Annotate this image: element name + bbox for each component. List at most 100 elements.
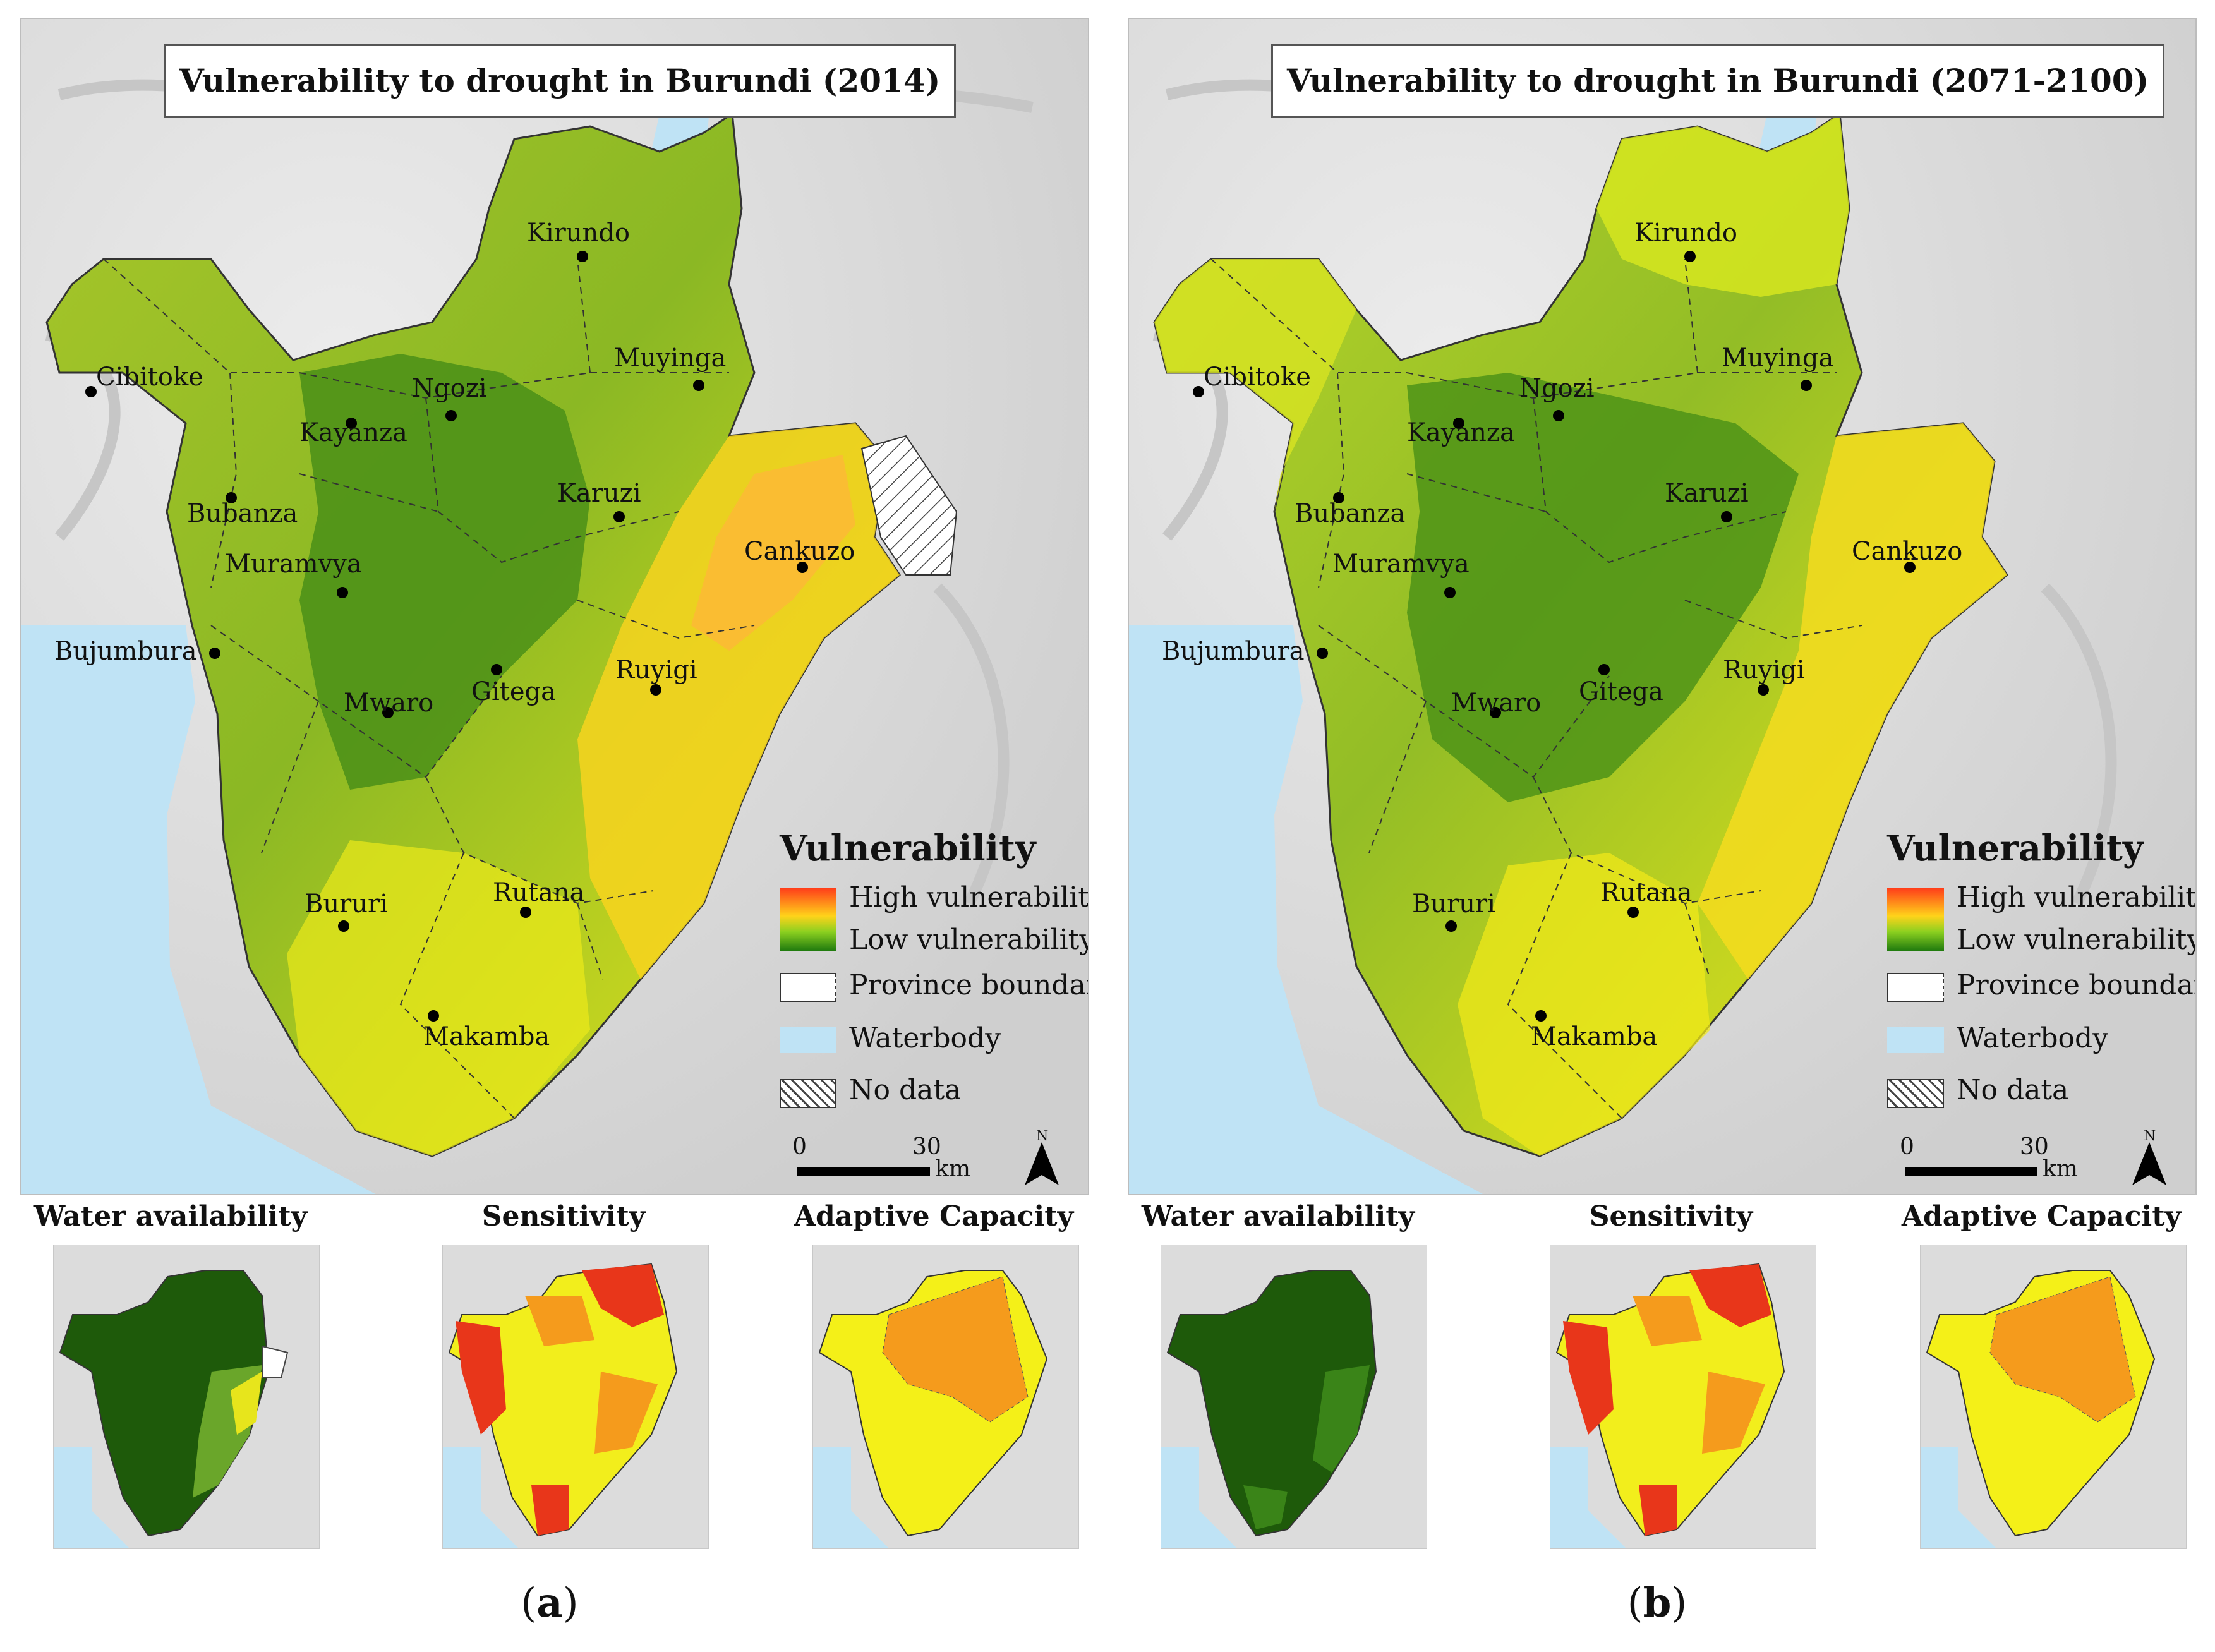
city-label-karuzi: Karuzi <box>557 479 641 508</box>
legend-nodata-label: No data <box>1957 1074 2069 1106</box>
city-label-kirundo: Kirundo <box>1634 219 1737 248</box>
province-boundaries <box>103 258 755 1119</box>
city-dot-bubanza <box>226 492 237 503</box>
city-dot-karuzi <box>613 511 625 522</box>
inset-title-water-b: Water availability <box>1141 1200 1415 1233</box>
legend-boundary-swatch <box>1887 973 1944 1002</box>
city-label-rutana: Rutana <box>493 878 584 907</box>
city-dot-muyinga <box>1801 380 1812 391</box>
city-label-cibitoke: Cibitoke <box>1204 363 1311 392</box>
city-dot-makamba <box>1535 1010 1547 1022</box>
city-dot-muyinga <box>693 380 704 391</box>
province-boundaries <box>1210 258 1862 1119</box>
scale-bar <box>797 1167 930 1176</box>
legend-nodata-label: No data <box>849 1074 962 1106</box>
lake-tanganyika <box>1129 625 1483 1194</box>
city-label-mwaro: Mwaro <box>1451 689 1541 718</box>
inset-map-water-a <box>53 1245 320 1549</box>
map-svg-b: Kirundo Cibitoke Ngozi Muyinga Kayanza B… <box>1129 19 2195 1194</box>
city-label-muyinga: Muyinga <box>614 344 726 373</box>
legend-boundary-label: Province boundary <box>849 969 1089 1001</box>
legend-high-label: High vulnerability <box>849 881 1089 913</box>
scale-unit: km <box>935 1156 970 1182</box>
north-arrow: N <box>2127 1128 2171 1188</box>
city-dot-gitega <box>1598 664 1610 675</box>
city-label-bubanza: Bubanza <box>1295 499 1405 528</box>
city-dot-rutana <box>1627 907 1639 918</box>
inset-map-water-b <box>1161 1245 1427 1549</box>
legend-nodata-swatch <box>780 1079 836 1108</box>
south-yellow-zone <box>1458 853 1710 1156</box>
city-label-cibitoke: Cibitoke <box>96 363 203 392</box>
legend-waterbody-label: Waterbody <box>849 1022 1001 1054</box>
main-map-b: Kirundo Cibitoke Ngozi Muyinga Kayanza B… <box>1128 18 2197 1195</box>
legend-boundary-label: Province boundary <box>1957 969 2197 1001</box>
city-label-bubanza: Bubanza <box>187 499 298 528</box>
city-label-muyinga: Muyinga <box>1722 344 1833 373</box>
inset-map-sensitivity-a <box>442 1245 709 1549</box>
city-dot-kayanza <box>1453 418 1464 429</box>
city-dot-kirundo <box>1684 251 1696 262</box>
city-dot-cibitoke <box>85 386 97 397</box>
city-label-kayanza: Kayanza <box>1407 418 1515 447</box>
city-label-bujumbura: Bujumbura <box>1162 637 1305 666</box>
city-label-rutana: Rutana <box>1600 878 1692 907</box>
city-markers-b: Kirundo Cibitoke Ngozi Muyinga Kayanza B… <box>1162 219 1962 1051</box>
city-label-ruyigi: Ruyigi <box>615 656 697 685</box>
city-markers-a: Kirundo Cibitoke Ngozi Muyinga Kayanza B… <box>54 219 855 1051</box>
panel-letter-a: (a) <box>521 1579 579 1627</box>
city-dot-cibitoke <box>1193 386 1204 397</box>
north-arrow: N <box>1020 1128 1064 1188</box>
central-green-zone <box>299 354 590 790</box>
legend-a: Vulnerability High vulnerability Low vul… <box>754 815 1088 1194</box>
city-dot-ruyigi <box>650 684 661 696</box>
scale-unit: km <box>2043 1156 2078 1182</box>
city-dot-cankuzo <box>797 562 808 573</box>
city-label-ruyigi: Ruyigi <box>1723 656 1805 685</box>
city-dot-ngozi <box>445 410 457 421</box>
south-yellow-zone <box>287 840 590 1156</box>
city-dot-ngozi <box>1553 410 1564 421</box>
city-label-bujumbura: Bujumbura <box>54 637 197 666</box>
city-label-bururi: Bururi <box>305 889 388 919</box>
city-dot-mwaro <box>382 707 394 718</box>
legend-waterbody-label: Waterbody <box>1957 1022 2109 1054</box>
legend-waterbody-swatch <box>780 1027 836 1053</box>
inset-map-sensitivity-b <box>1550 1245 1816 1549</box>
scale-start: 0 <box>792 1134 807 1160</box>
city-dot-cankuzo <box>1904 562 1916 573</box>
legend-gradient-swatch <box>780 888 836 951</box>
legend-title: Vulnerability <box>1887 828 2144 869</box>
city-label-gitega: Gitega <box>1579 677 1663 706</box>
legend-low-label: Low vulnerability <box>1957 924 2197 956</box>
north-label: N <box>2144 1128 2156 1144</box>
panel-letter-b: (b) <box>1627 1579 1687 1627</box>
legend-boundary-swatch <box>780 973 836 1002</box>
legend-waterbody-swatch <box>1887 1027 1944 1053</box>
city-dot-muramvya <box>1444 587 1456 598</box>
west-yellow-strip <box>1154 259 1356 512</box>
inset-title-adaptive-b: Adaptive Capacity <box>1901 1200 2182 1233</box>
city-dot-bujumbura <box>209 648 220 659</box>
city-dot-bururi <box>338 920 349 932</box>
city-dot-rutana <box>520 907 531 918</box>
city-dot-mwaro <box>1490 707 1501 718</box>
map-title-b: Vulnerability to drought in Burundi (207… <box>1271 44 2165 118</box>
legend-b: Vulnerability High vulnerability Low vul… <box>1862 815 2195 1194</box>
central-green-zone <box>1407 373 1799 802</box>
north-yellowgreen-zone <box>1596 114 1849 297</box>
map-svg-a: Kirundo Cibitoke Ngozi Muyinga Kayanza B… <box>21 19 1088 1194</box>
city-dot-gitega <box>491 664 502 675</box>
panel-a: Kirundo Cibitoke Ngozi Muyinga Kayanza B… <box>20 18 1089 1627</box>
city-label-cankuzo: Cankuzo <box>1852 537 1962 566</box>
panel-b: Kirundo Cibitoke Ngozi Muyinga Kayanza B… <box>1108 0 2215 1652</box>
city-label-gitega: Gitega <box>471 677 556 706</box>
city-label-muramvya: Muramvya <box>225 550 362 579</box>
city-dot-bujumbura <box>1317 648 1328 659</box>
inset-title-sensitivity-b: Sensitivity <box>1589 1200 1753 1233</box>
city-label-ngozi: Ngozi <box>1519 374 1595 403</box>
city-dot-muramvya <box>337 587 348 598</box>
inset-map-adaptive-a <box>812 1245 1079 1549</box>
legend-gradient-swatch <box>1887 888 1944 951</box>
